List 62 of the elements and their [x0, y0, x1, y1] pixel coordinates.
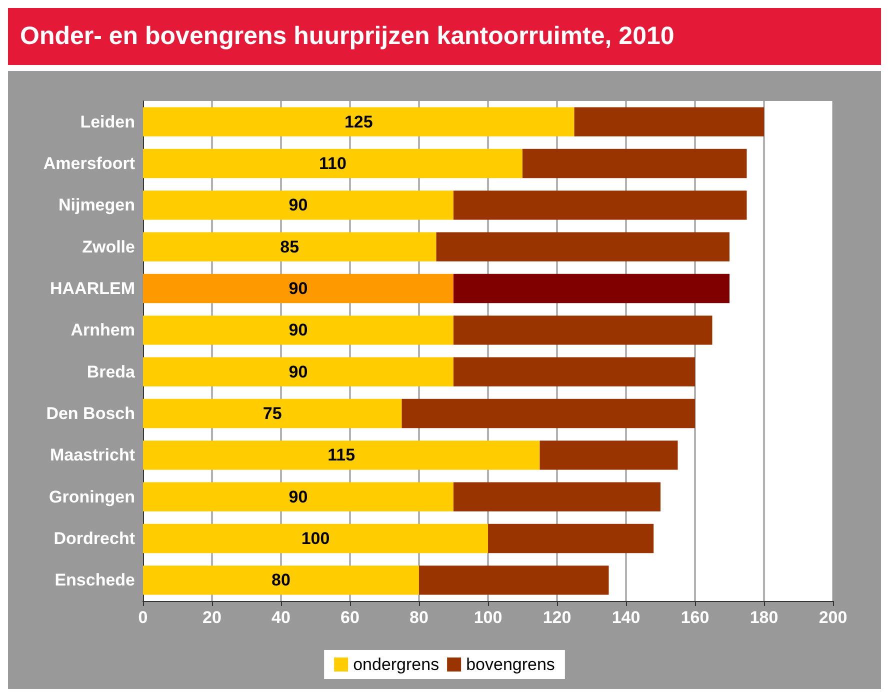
bar — [402, 398, 695, 428]
bar — [143, 190, 454, 220]
data-label: 80 — [272, 570, 290, 590]
x-tick-label: 140 — [612, 608, 640, 627]
bar — [143, 398, 402, 428]
x-tick-label: 80 — [410, 608, 428, 627]
data-label: 85 — [280, 237, 300, 256]
x-tick-label: 40 — [272, 608, 290, 627]
x-tick-label: 160 — [680, 608, 710, 627]
y-tick-label: Leiden — [80, 112, 135, 132]
bar — [143, 232, 436, 262]
data-label: 90 — [288, 487, 308, 506]
y-tick-label: Zwolle — [82, 237, 135, 256]
bar — [454, 190, 747, 220]
data-label: 90 — [288, 196, 308, 215]
y-tick-label: Den Bosch — [46, 404, 135, 423]
legend-label: ondergrens — [353, 655, 440, 674]
y-tick-label: Nijmegen — [58, 196, 135, 215]
x-tick-label: 180 — [750, 608, 778, 627]
bar — [488, 524, 654, 554]
x-tick-label: 60 — [340, 608, 360, 627]
data-label: 90 — [288, 362, 308, 382]
bar — [454, 316, 712, 345]
y-tick-label: Amersfoort — [43, 154, 136, 173]
bar — [143, 107, 574, 136]
bar — [143, 524, 488, 554]
x-tick-label: 20 — [202, 608, 222, 627]
y-tick-label: Arnhem — [70, 320, 135, 340]
bar — [419, 566, 609, 595]
data-label: 90 — [288, 279, 308, 298]
bar — [143, 566, 419, 595]
y-tick-label: Groningen — [49, 487, 135, 506]
bar — [143, 148, 522, 178]
bar — [143, 440, 540, 470]
x-tick-label: 120 — [542, 608, 572, 627]
bar — [436, 232, 730, 262]
data-label: 110 — [319, 154, 346, 173]
legend-label: bovengrens — [466, 655, 555, 674]
bar — [143, 357, 454, 386]
bar — [454, 482, 660, 512]
bar — [540, 440, 678, 470]
x-tick-label: 200 — [818, 608, 848, 627]
y-tick-label: HAARLEM — [50, 279, 135, 298]
y-tick-label: Enschede — [54, 570, 135, 590]
y-tick-label: Dordrecht — [54, 529, 136, 548]
data-label: 125 — [344, 112, 373, 132]
data-label: 115 — [328, 446, 356, 465]
chart-title: Onder- en bovengrens huurprijzen kantoorruimte, 2010 — [8, 8, 881, 65]
bar — [522, 148, 747, 178]
data-label: 100 — [301, 529, 330, 548]
bar — [454, 274, 730, 304]
bar — [143, 274, 454, 304]
data-label: 75 — [262, 404, 282, 423]
bar — [143, 316, 454, 345]
bar — [454, 357, 695, 386]
y-tick-label: Maastricht — [50, 446, 136, 465]
bar — [143, 482, 454, 512]
x-tick-label: 0 — [138, 608, 148, 627]
data-label: 90 — [288, 320, 308, 340]
x-tick-label: 100 — [474, 608, 502, 627]
y-tick-label: Breda — [86, 362, 136, 382]
bar — [574, 107, 764, 136]
